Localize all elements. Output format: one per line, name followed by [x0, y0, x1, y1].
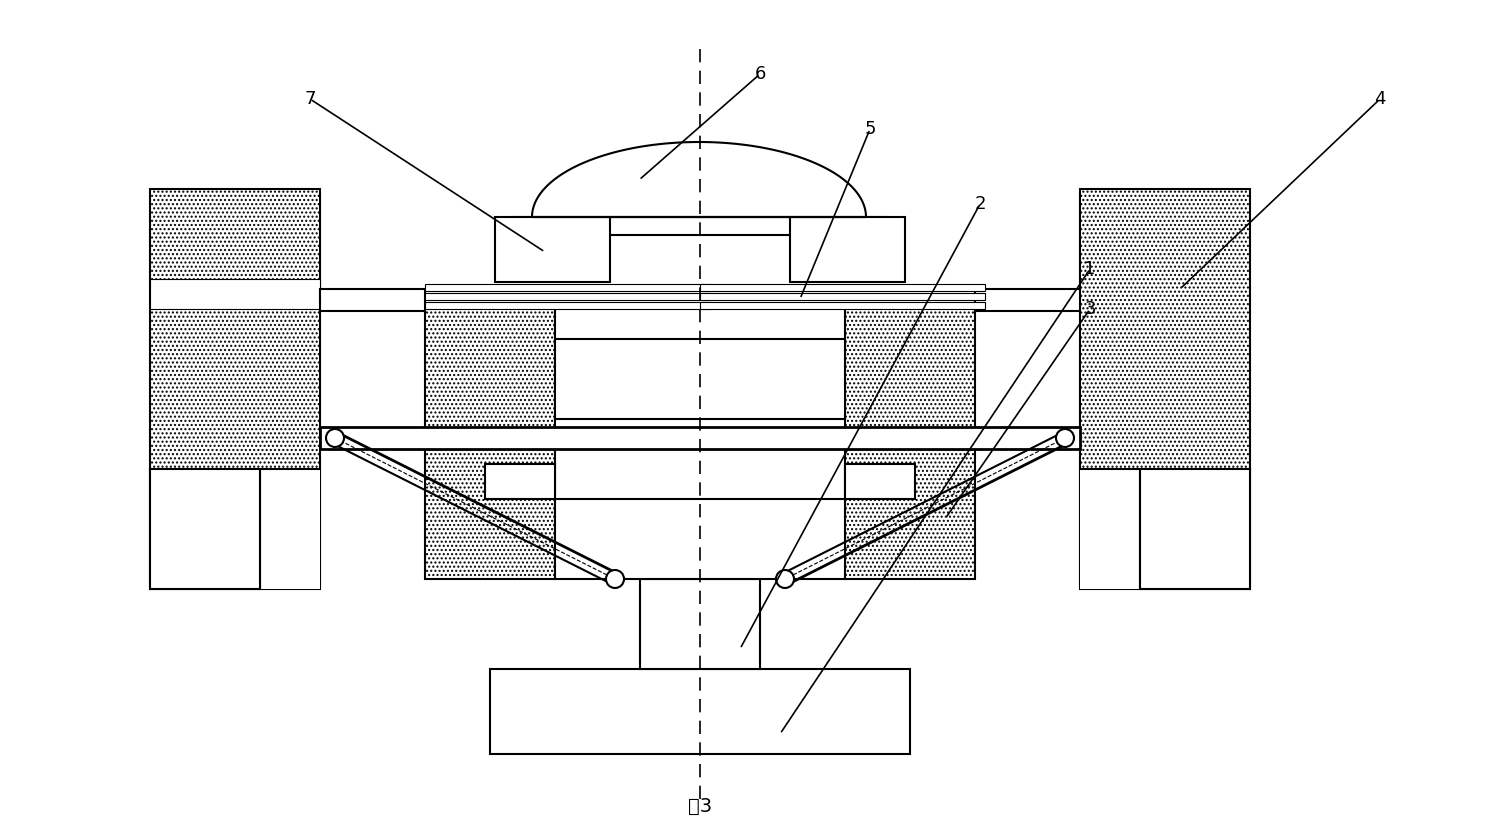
Bar — [425, 284, 710, 291]
Bar — [845, 304, 975, 579]
Text: 图3: 图3 — [688, 797, 712, 816]
Text: 5: 5 — [864, 120, 876, 138]
Bar — [512, 217, 885, 235]
Circle shape — [1056, 429, 1074, 447]
Text: 1: 1 — [1085, 260, 1095, 278]
Circle shape — [607, 570, 625, 588]
Bar — [150, 469, 261, 589]
Text: 3: 3 — [1085, 300, 1095, 318]
Bar — [1080, 189, 1249, 589]
Bar — [1140, 469, 1249, 589]
Bar — [321, 289, 425, 311]
Bar — [425, 293, 710, 300]
Bar — [1080, 469, 1140, 589]
Bar — [150, 189, 321, 589]
Circle shape — [776, 570, 794, 588]
Bar — [261, 469, 321, 589]
Bar — [700, 302, 986, 309]
Polygon shape — [532, 142, 866, 217]
Text: 7: 7 — [304, 90, 316, 108]
Bar — [425, 302, 710, 309]
Bar — [789, 217, 905, 282]
Bar — [700, 284, 986, 291]
Bar — [554, 304, 845, 579]
Bar — [485, 464, 554, 499]
Text: 4: 4 — [1374, 90, 1386, 108]
Bar — [700, 293, 986, 300]
Bar — [975, 289, 1080, 311]
Bar — [640, 579, 759, 669]
Bar — [150, 279, 321, 309]
Bar — [494, 217, 610, 282]
Bar — [425, 304, 554, 579]
Bar — [845, 464, 915, 499]
Bar — [321, 427, 1080, 449]
Text: 2: 2 — [974, 195, 986, 213]
Bar — [490, 669, 909, 754]
Circle shape — [327, 429, 345, 447]
Text: 6: 6 — [755, 65, 765, 83]
